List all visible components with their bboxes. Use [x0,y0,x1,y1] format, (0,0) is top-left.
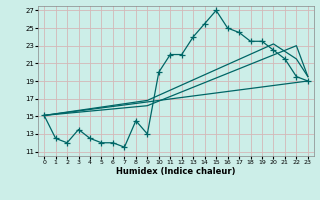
X-axis label: Humidex (Indice chaleur): Humidex (Indice chaleur) [116,167,236,176]
